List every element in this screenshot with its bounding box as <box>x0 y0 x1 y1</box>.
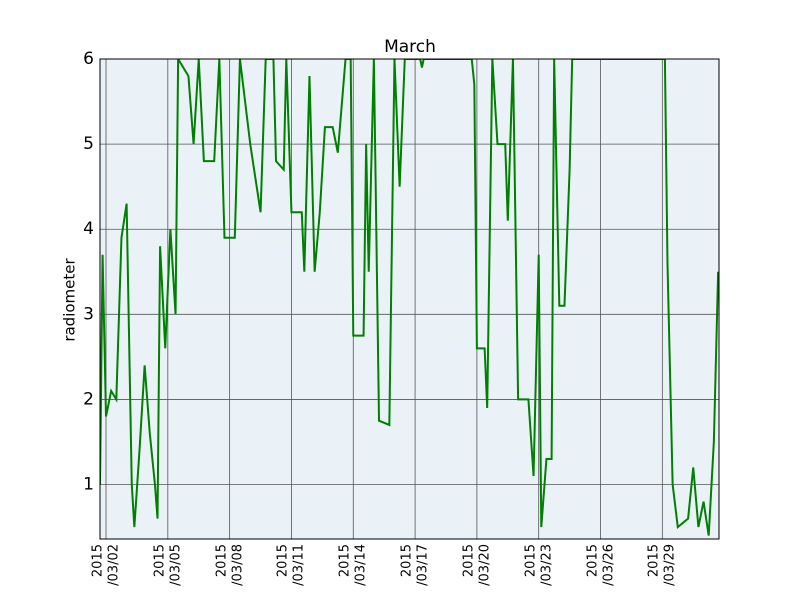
y-tick-label: 4 <box>83 219 94 239</box>
y-tick-label: 5 <box>83 134 94 154</box>
x-tick-label: 2015 /03/14 <box>337 544 369 586</box>
x-tick-label: 2015 /03/08 <box>214 544 245 586</box>
x-tick-label: 2015 /03/29 <box>646 544 678 586</box>
x-tick-label: 2015 /03/26 <box>584 544 616 586</box>
chart-title: March <box>384 37 436 57</box>
y-tick-label: 1 <box>83 475 94 495</box>
x-tick-label: 2015 /03/05 <box>152 544 183 586</box>
y-tick-label: 3 <box>83 304 94 324</box>
data-line <box>100 59 719 536</box>
y-tick-label: 2 <box>83 389 94 409</box>
y-tick-label: 6 <box>83 49 94 69</box>
plot-frame <box>99 58 720 540</box>
x-tick-label: 2015 /03/23 <box>523 544 554 586</box>
x-tick-label: 2015 /03/02 <box>90 544 121 586</box>
x-tick-label: 2015 /03/11 <box>275 544 307 586</box>
x-tick-label: 2015 /03/20 <box>461 544 492 586</box>
y-axis-label: radiometer <box>61 257 79 341</box>
x-tick-label: 2015 /03/17 <box>399 544 431 586</box>
